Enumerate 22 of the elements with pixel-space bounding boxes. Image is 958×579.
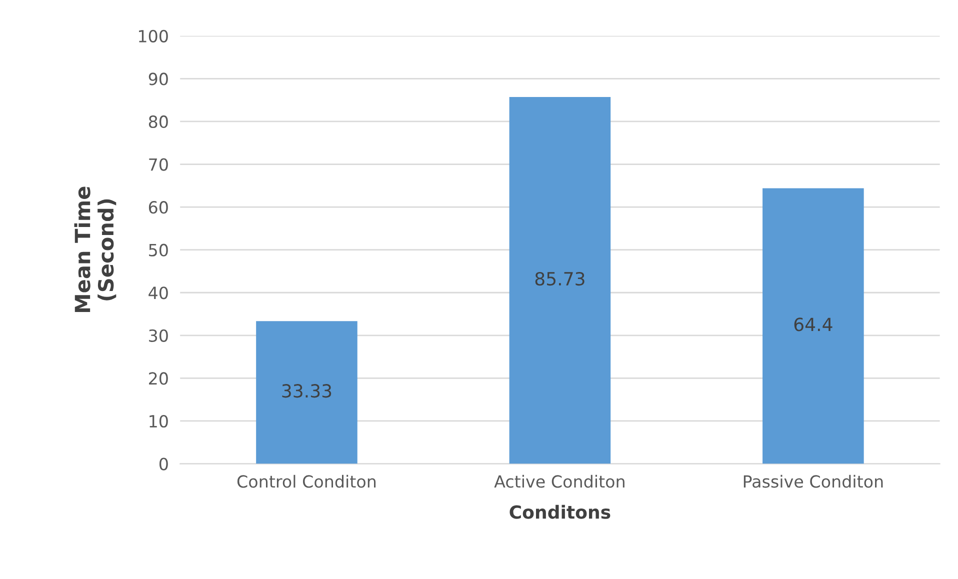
x-tick-label: Active Conditon xyxy=(494,474,624,488)
y-tick-label: 20 xyxy=(149,372,168,385)
x-tick-label: Control Conditon xyxy=(237,474,376,488)
data-label: 33.33 xyxy=(282,384,332,398)
x-tick-label: Passive Conditon xyxy=(744,474,883,488)
y-tick-label: 50 xyxy=(149,244,168,256)
y-tick-label: 40 xyxy=(148,286,168,300)
y-tick-label: 30 xyxy=(149,329,168,342)
y-tick-label: 0 xyxy=(159,458,168,470)
bar xyxy=(256,321,358,464)
y-axis-title: Mean Time (Second) xyxy=(74,186,116,312)
bar xyxy=(509,96,611,464)
y-tick-label: 80 xyxy=(148,115,168,128)
y-tick-label: 90 xyxy=(148,72,168,86)
y-tick-label: 70 xyxy=(149,158,168,171)
y-tick-label: 60 xyxy=(148,201,168,214)
data-label: 85.73 xyxy=(535,272,584,286)
bar xyxy=(762,188,864,464)
x-axis-title: Conditons xyxy=(510,504,610,519)
y-tick-label: 100 xyxy=(139,30,168,42)
y-tick-label: 10 xyxy=(150,414,168,428)
data-label: 64.4 xyxy=(794,318,832,332)
